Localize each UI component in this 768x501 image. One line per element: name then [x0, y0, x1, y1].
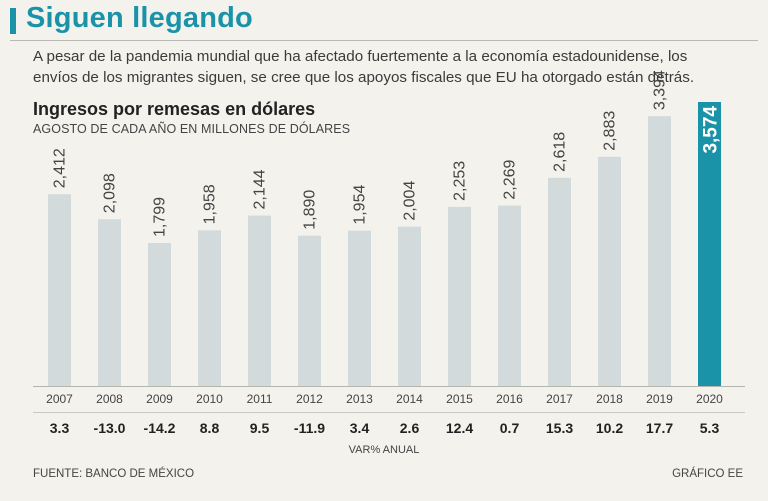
bar-2019: [648, 116, 671, 386]
bar-2017: [548, 177, 571, 386]
value-label-2010: 1,958: [202, 184, 219, 224]
page-title: Siguen llegando: [26, 2, 253, 34]
bar-2015: [448, 206, 471, 386]
year-label-2009: 2009: [146, 392, 173, 406]
year-label-2011: 2011: [247, 392, 273, 406]
graphic-credit: GRÁFICO EE: [672, 468, 743, 480]
variation-2009: -14.2: [144, 420, 176, 436]
value-label-2019: 3,394: [652, 70, 669, 110]
bar-2011: [248, 215, 271, 386]
variation-2020: 5.3: [700, 420, 720, 436]
bar-2012: [298, 235, 321, 386]
value-label-2015: 2,253: [452, 161, 469, 201]
value-label-2016: 2,269: [502, 159, 519, 199]
variation-caption: VAR% ANUAL: [348, 444, 420, 456]
bar-2014: [398, 226, 421, 386]
variation-2017: 15.3: [546, 420, 573, 436]
value-label-2008: 2,098: [102, 173, 119, 213]
title-divider: [10, 40, 758, 41]
value-label-2014: 2,004: [402, 181, 419, 221]
year-label-2007: 2007: [46, 392, 73, 406]
year-label-2010: 2010: [196, 392, 223, 406]
year-label-2013: 2013: [346, 392, 373, 406]
bar-2007: [48, 194, 71, 386]
value-label-2018: 2,883: [602, 111, 619, 151]
title-accent-bar: [10, 8, 16, 34]
value-label-2009: 1,799: [152, 197, 169, 237]
variation-2011: 9.5: [250, 420, 270, 436]
variation-2015: 12.4: [446, 420, 473, 436]
bar-2020: [698, 102, 721, 386]
variation-2008: -13.0: [94, 420, 126, 436]
source-note: FUENTE: BANCO DE MÉXICO: [33, 468, 195, 480]
value-label-2013: 1,954: [352, 185, 369, 225]
variation-2019: 17.7: [646, 420, 673, 436]
chart-subtitle: AGOSTO DE CADA AÑO EN MILLONES DE DÓLARE…: [33, 122, 351, 136]
intro-text: A pesar de la pandemia mundial que ha af…: [33, 48, 695, 86]
bar-2016: [498, 205, 521, 386]
variation-2014: 2.6: [400, 420, 420, 436]
value-label-2012: 1,890: [302, 190, 319, 230]
year-label-2014: 2014: [396, 392, 423, 406]
variation-2016: 0.7: [500, 420, 520, 436]
variation-2007: 3.3: [50, 420, 70, 436]
bar-2018: [598, 156, 621, 386]
year-label-2016: 2016: [496, 392, 523, 406]
value-label-2011: 2,144: [252, 169, 269, 209]
year-label-2019: 2019: [646, 392, 673, 406]
year-label-2008: 2008: [96, 392, 123, 406]
year-label-2018: 2018: [596, 392, 623, 406]
value-label-2020: 3,574: [701, 106, 722, 154]
bar-2008: [98, 219, 121, 386]
bar-2013: [348, 230, 371, 386]
chart-title: Ingresos por remesas en dólares: [33, 99, 316, 119]
value-label-2017: 2,618: [552, 132, 569, 172]
year-label-2012: 2012: [296, 392, 323, 406]
variation-2010: 8.8: [200, 420, 220, 436]
variation-2018: 10.2: [596, 420, 623, 436]
year-label-2020: 2020: [696, 392, 723, 406]
bar-2010: [198, 230, 221, 386]
bar-2009: [148, 242, 171, 386]
variation-2013: 3.4: [350, 420, 370, 436]
year-label-2015: 2015: [446, 392, 473, 406]
value-label-2007: 2,412: [52, 148, 69, 188]
year-label-2017: 2017: [546, 392, 573, 406]
variation-2012: -11.9: [294, 420, 325, 436]
